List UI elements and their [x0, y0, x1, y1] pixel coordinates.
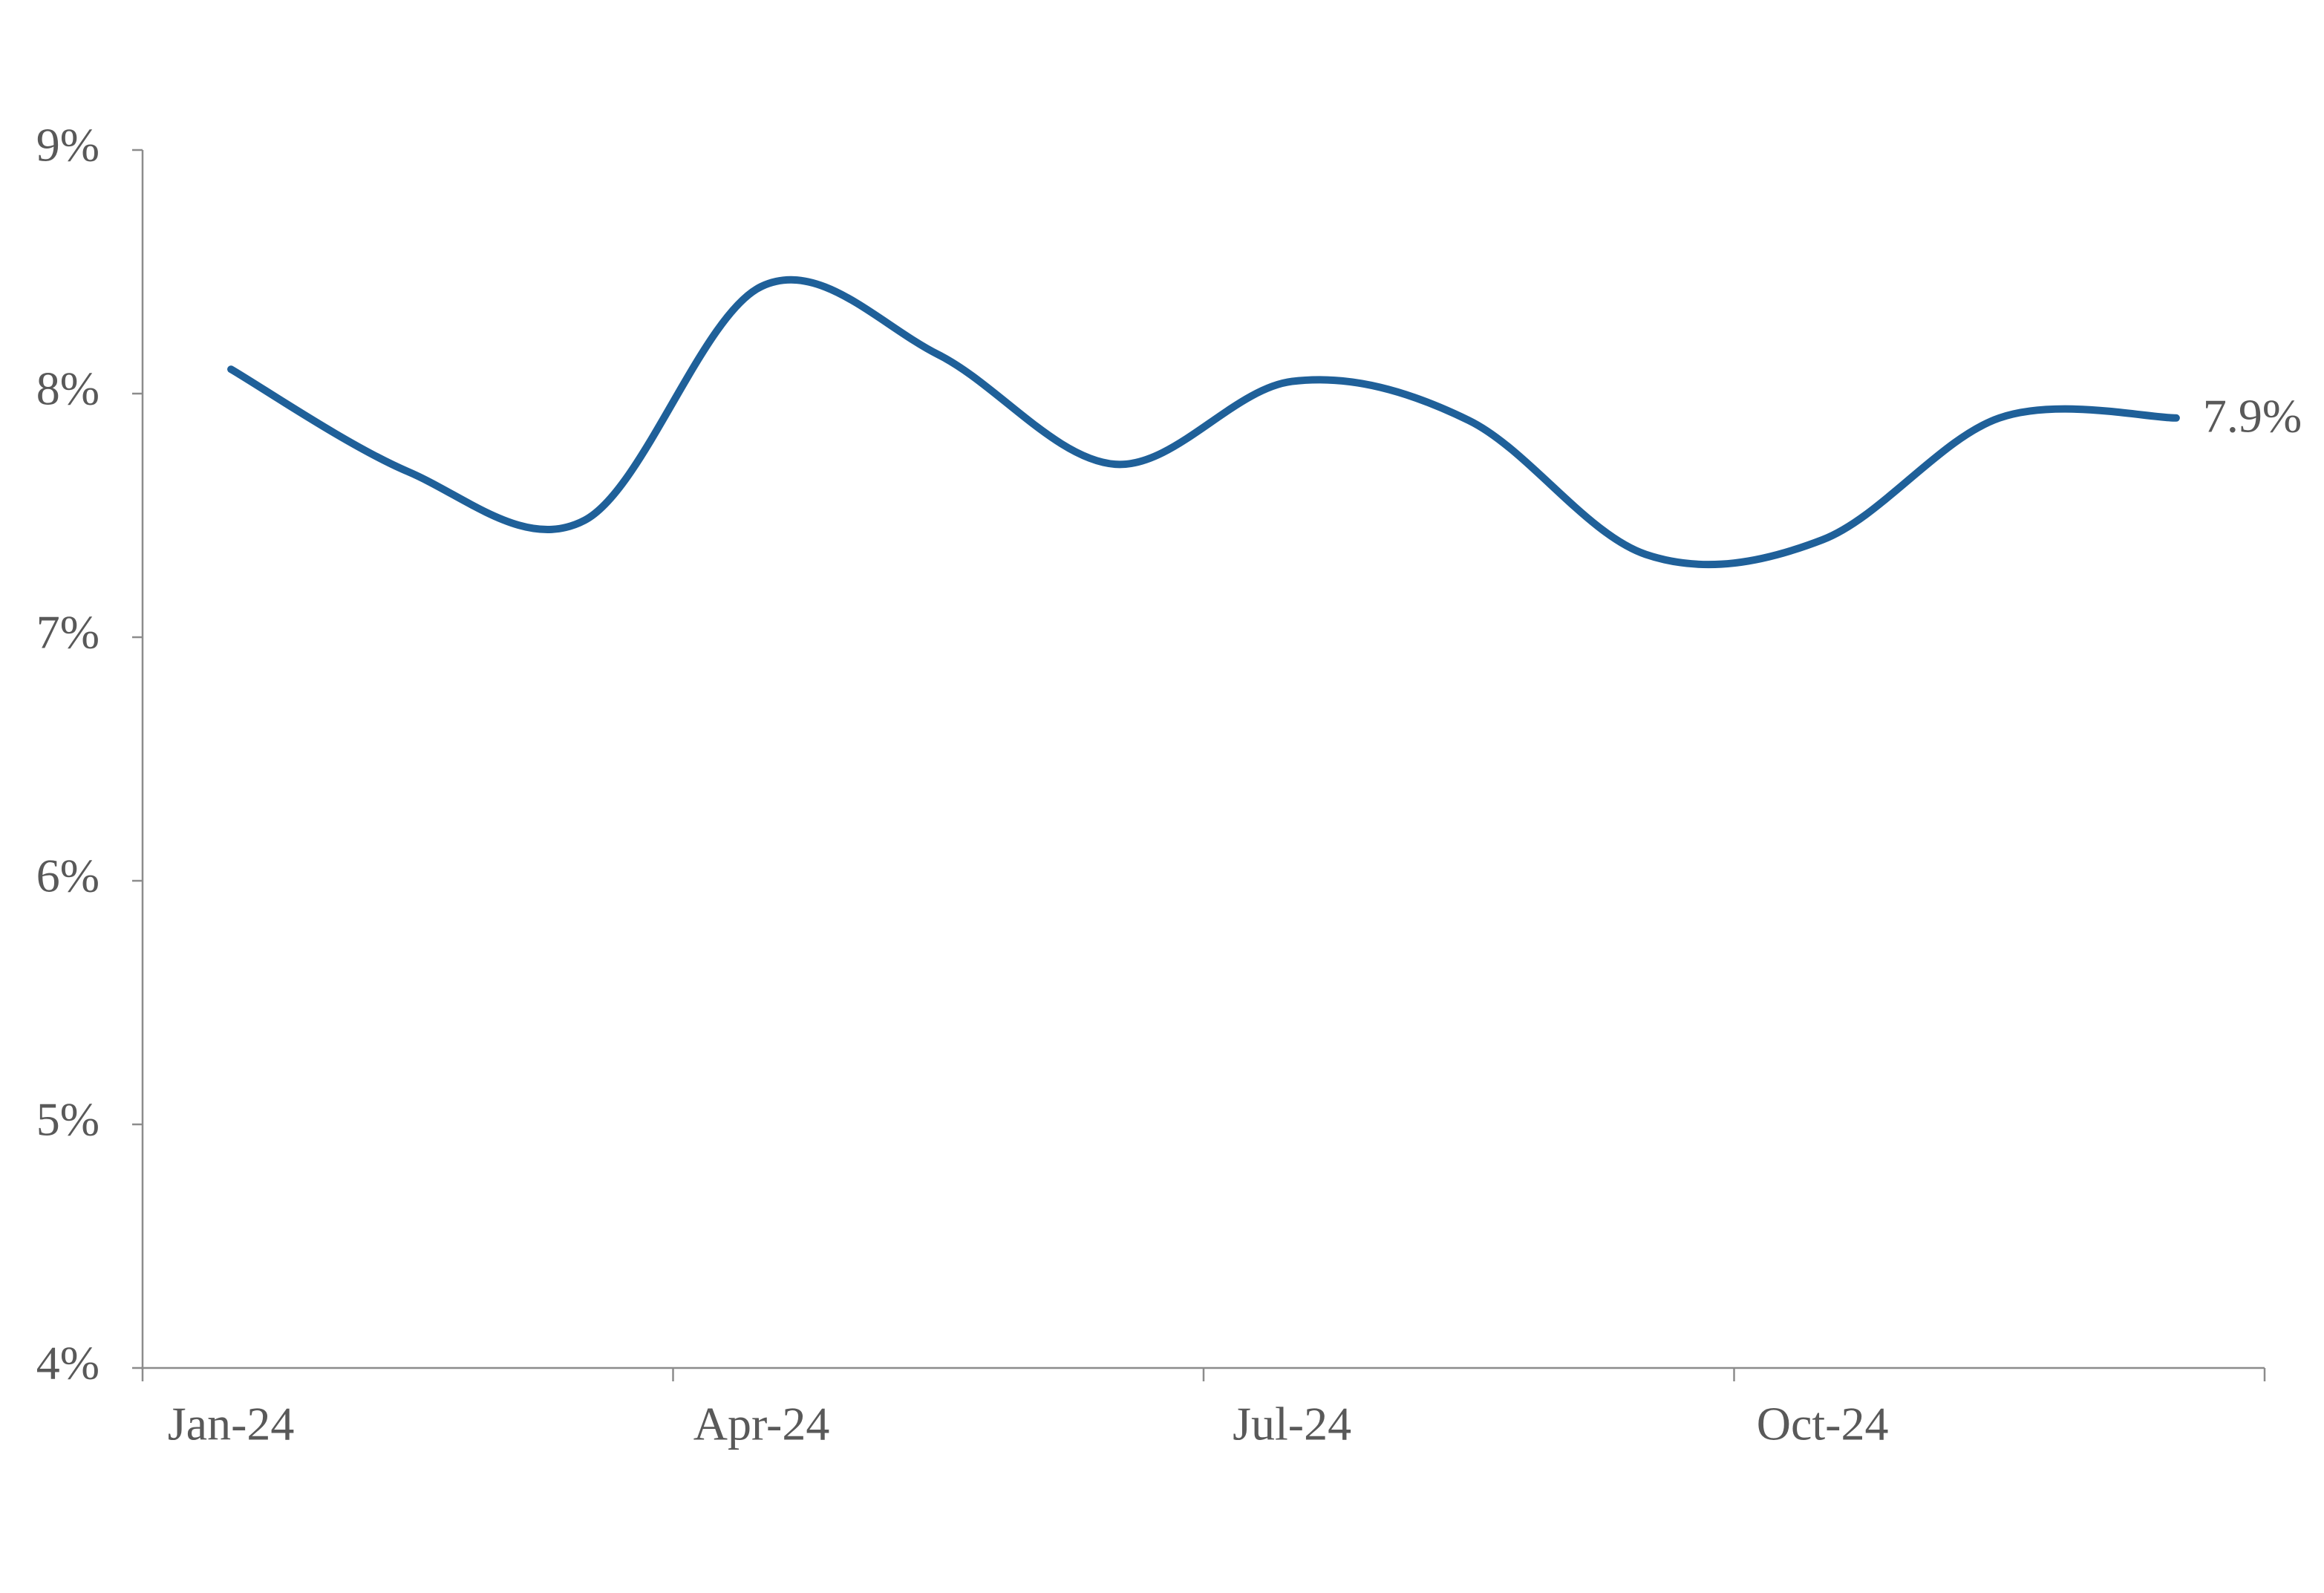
y-tick-label: 6% [36, 850, 99, 902]
value-label: 7.9% [2203, 389, 2302, 442]
y-tick-label: 4% [36, 1337, 99, 1390]
x-tick-label: Oct-24 [1757, 1398, 1889, 1450]
x-tick-label: Apr-24 [693, 1398, 830, 1450]
y-tick-label: 7% [36, 606, 99, 659]
x-tick-label: Jan-24 [168, 1398, 295, 1450]
y-tick-label: 5% [36, 1093, 99, 1146]
y-tick-label: 9% [36, 119, 99, 172]
line-series [227, 276, 2180, 569]
x-tick-label: Jul-24 [1233, 1398, 1351, 1450]
y-tick-label: 8% [36, 362, 99, 415]
